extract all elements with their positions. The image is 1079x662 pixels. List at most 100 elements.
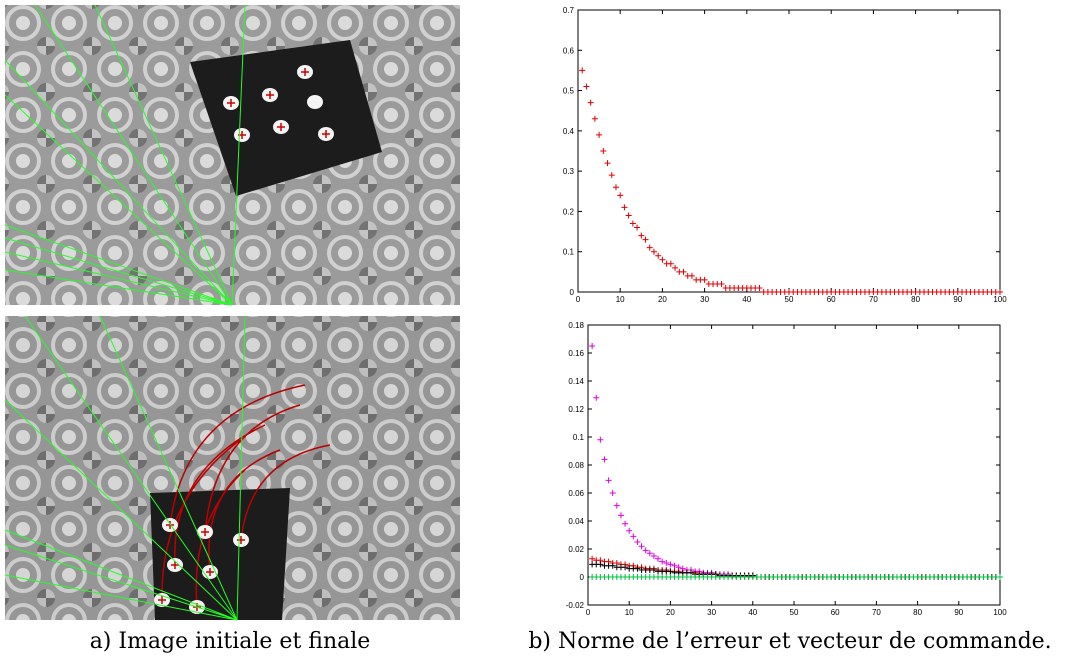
x-tick-label: 40 — [742, 295, 751, 304]
marker — [659, 256, 666, 263]
x-tick-label: 80 — [913, 608, 922, 617]
marker — [601, 456, 608, 463]
y-tick-label: 0 — [580, 573, 585, 582]
x-tick-label: 80 — [911, 295, 920, 304]
y-tick-label: 0.06 — [568, 489, 584, 498]
y-tick-label: 0.1 — [573, 433, 585, 442]
x-tick-label: 50 — [785, 295, 794, 304]
marker — [667, 561, 674, 568]
marker — [609, 562, 616, 569]
x-tick-label: 10 — [616, 295, 625, 304]
marker — [680, 268, 687, 275]
x-tick-label: 60 — [831, 608, 840, 617]
marker — [701, 276, 708, 283]
plot-frame — [587, 324, 1001, 606]
marker — [634, 539, 641, 545]
y-tick-label: 0.18 — [568, 321, 584, 330]
marker — [997, 574, 1003, 580]
y-tick-label: 0.3 — [563, 167, 575, 176]
marker — [667, 568, 674, 575]
marker — [608, 172, 615, 179]
marker — [650, 567, 657, 573]
x-tick-label: 20 — [666, 608, 675, 617]
marker — [997, 289, 1003, 295]
x-tick-label: 100 — [993, 295, 1007, 304]
x-tick-label: 10 — [625, 608, 634, 617]
marker — [655, 252, 662, 259]
x-tick-label: 0 — [586, 608, 591, 617]
final-image — [4, 315, 460, 621]
x-tick-label: 70 — [872, 608, 881, 617]
marker — [600, 148, 607, 154]
y-tick-label: 0 — [570, 288, 575, 297]
marker — [626, 527, 633, 534]
marker — [642, 236, 649, 243]
y-tick-label: 0.02 — [568, 545, 584, 554]
x-tick-label: 90 — [954, 608, 963, 617]
plot-frame — [577, 9, 1001, 293]
marker — [589, 343, 596, 349]
marker — [613, 502, 620, 509]
marker — [634, 565, 641, 572]
marker — [642, 547, 649, 554]
marker — [756, 284, 763, 291]
y-tick-label: -0.02 — [566, 601, 585, 610]
x-tick-label: 100 — [993, 608, 1007, 617]
marker — [609, 490, 616, 496]
x-tick-label: 20 — [658, 295, 667, 304]
marker — [622, 520, 629, 527]
marker — [646, 244, 653, 251]
x-tick-label: 60 — [827, 295, 836, 304]
y-tick-label: 0.16 — [568, 349, 584, 358]
marker — [622, 564, 629, 571]
x-tick-label: 70 — [869, 295, 878, 304]
y-tick-label: 0.6 — [563, 46, 575, 55]
x-tick-label: 40 — [748, 608, 757, 617]
marker — [579, 67, 586, 74]
marker — [671, 562, 678, 569]
marker — [597, 436, 604, 443]
marker — [655, 555, 662, 562]
marker — [593, 394, 600, 401]
marker — [587, 99, 594, 106]
marker — [659, 558, 666, 565]
marker — [596, 131, 603, 138]
marker — [589, 555, 596, 562]
marker — [663, 560, 670, 566]
x-tick-label: 30 — [700, 295, 709, 304]
marker — [629, 220, 636, 227]
y-tick-label: 0.04 — [568, 517, 584, 526]
caption: b) Norme de l’erreur et vecteur de comma… — [528, 629, 1051, 654]
marker — [612, 184, 619, 191]
x-tick-label: 30 — [707, 608, 716, 617]
marker — [638, 543, 645, 550]
marker — [591, 115, 598, 122]
marker — [638, 232, 645, 239]
marker — [617, 192, 624, 199]
caption: a) Image initiale et finale — [90, 629, 371, 654]
y-tick-label: 0.08 — [568, 461, 584, 470]
y-tick-label: 0.14 — [568, 377, 584, 386]
chart: 0 10 20 30 40 50 60 70 80 90 100 0 0.1 0.2 0.3 0.4 0.5 0.… — [563, 6, 1007, 304]
y-tick-label: 0.2 — [563, 207, 575, 216]
x-tick-label: 0 — [576, 295, 581, 304]
x-tick-label: 50 — [790, 608, 799, 617]
marker — [667, 260, 674, 267]
marker — [630, 533, 637, 540]
initial-image — [4, 4, 460, 306]
marker — [605, 477, 612, 484]
marker — [688, 272, 695, 279]
y-tick-label: 0.1 — [563, 248, 575, 257]
marker — [621, 204, 628, 211]
marker — [604, 160, 611, 167]
y-tick-label: 0.7 — [563, 6, 575, 15]
x-tick-label: 90 — [953, 295, 962, 304]
marker — [718, 280, 725, 287]
marker — [617, 512, 624, 519]
marker — [650, 553, 657, 559]
marker — [625, 212, 632, 219]
marker — [672, 264, 679, 271]
y-tick-label: 0.12 — [568, 405, 584, 414]
chart: 0 10 20 30 40 50 60 70 80 90 100-0.0200.020.040.06… — [566, 321, 1007, 617]
